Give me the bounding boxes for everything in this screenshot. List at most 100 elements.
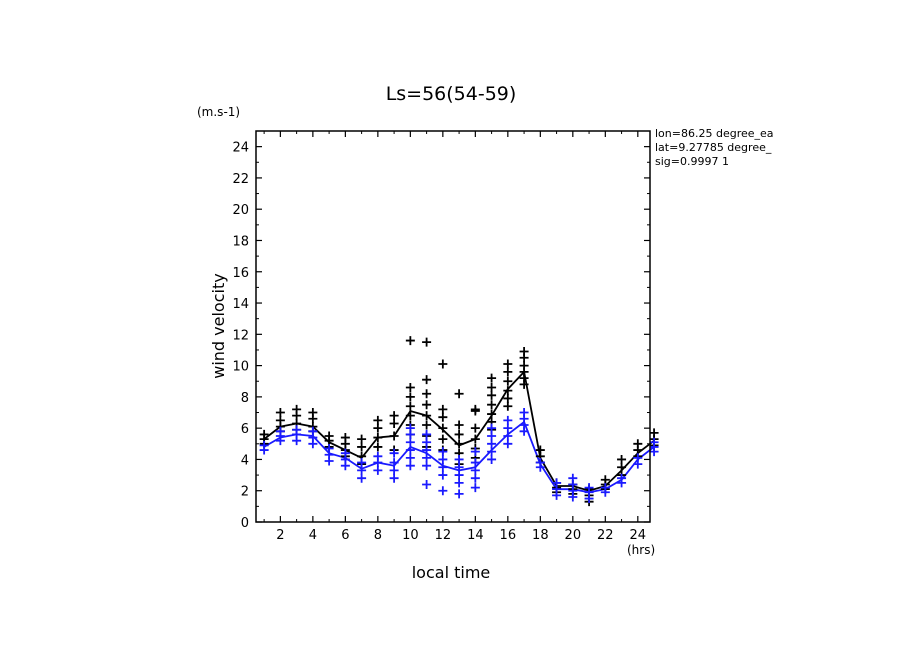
series-1-point <box>438 447 448 457</box>
x-tick-label: 6 <box>341 528 349 543</box>
series-1-point <box>487 439 497 449</box>
series-0-point <box>357 442 367 452</box>
series-1-point <box>275 426 285 436</box>
series-0-point <box>487 400 497 410</box>
x-tick-label: 2 <box>276 528 284 543</box>
series-0-point <box>259 429 269 439</box>
series-1-point <box>308 426 318 436</box>
series-1-point <box>405 437 415 447</box>
series-1-point <box>470 447 480 457</box>
series-0-point <box>389 418 399 428</box>
x-tick-label: 4 <box>309 528 317 543</box>
series-0-point <box>503 386 513 396</box>
series-1-point <box>422 479 432 489</box>
series-0-point <box>470 423 480 433</box>
series-0-point <box>438 359 448 369</box>
series-0-point <box>438 404 448 414</box>
series-1-point <box>584 483 594 493</box>
series-0-point <box>503 393 513 403</box>
series-0-point <box>487 390 497 400</box>
series-0-point <box>357 434 367 444</box>
series-0-point <box>389 431 399 441</box>
series-0-point <box>405 336 415 346</box>
series-0-point <box>454 420 464 430</box>
series-0-point <box>438 434 448 444</box>
series-1-point <box>487 454 497 464</box>
info-sig: sig=0.9997 1 <box>655 155 729 168</box>
x-axis-label: local time <box>412 563 491 582</box>
y-tick-label: 18 <box>232 234 249 249</box>
series-0-point <box>487 382 497 392</box>
y-tick-label: 8 <box>241 391 249 406</box>
series-0-point <box>422 337 432 347</box>
series-1-point <box>389 448 399 458</box>
series-1-point <box>405 461 415 471</box>
series-0-point <box>470 434 480 444</box>
series-0-point <box>405 401 415 411</box>
x-tick-label: 14 <box>467 528 484 543</box>
y-tick-label: 4 <box>241 453 249 468</box>
series-0-point <box>389 411 399 421</box>
x-unit-label: (hrs) <box>627 543 655 557</box>
series-0-point <box>422 400 432 410</box>
y-tick-label: 6 <box>241 422 249 437</box>
series-0-point <box>308 408 318 418</box>
series-0-point <box>373 423 383 433</box>
y-axis-label: wind velocity <box>209 273 228 378</box>
y-tick-label: 0 <box>241 516 249 531</box>
series-0-point <box>503 376 513 386</box>
info-lon: lon=86.25 degree_ea <box>655 127 774 140</box>
y-tick-label: 14 <box>232 297 249 312</box>
series-1-point <box>519 408 529 418</box>
series-1-point <box>422 437 432 447</box>
series-0-point <box>373 442 383 452</box>
y-tick-label: 24 <box>232 141 249 156</box>
series-0-point <box>600 475 610 485</box>
series-1-point <box>454 478 464 488</box>
series-1-point <box>422 453 432 463</box>
y-tick-label: 20 <box>232 203 249 218</box>
series-1-point <box>438 462 448 472</box>
series-1-point <box>373 465 383 475</box>
series-1-point <box>373 451 383 461</box>
series-1-point <box>487 447 497 457</box>
series-1-point <box>438 470 448 480</box>
y-tick-label: 10 <box>232 360 249 375</box>
series-1-point <box>617 473 627 483</box>
series-0-point <box>503 359 513 369</box>
series-0-point <box>519 361 529 371</box>
x-tick-label: 24 <box>630 528 647 543</box>
series-0-point <box>292 404 302 414</box>
series-0-point <box>324 431 334 441</box>
series-1-point <box>649 437 659 447</box>
series-1-point <box>454 470 464 480</box>
series-0-point <box>617 454 627 464</box>
series-1-point <box>503 439 513 449</box>
series-1-point <box>503 431 513 441</box>
series-0-point <box>405 382 415 392</box>
series-1-point <box>552 478 562 488</box>
series-1-point <box>454 489 464 499</box>
series-0-point <box>633 439 643 449</box>
y-tick-label: 16 <box>232 266 249 281</box>
series-1-point <box>454 462 464 472</box>
y-tick-label: 22 <box>232 172 249 187</box>
series-points <box>259 336 659 507</box>
series-1-point <box>422 429 432 439</box>
series-1-point <box>470 473 480 483</box>
series-0-point <box>649 428 659 438</box>
series-1-point <box>487 431 497 441</box>
series-0-point <box>454 389 464 399</box>
series-0-point <box>519 347 529 357</box>
x-tick-label: 12 <box>435 528 452 543</box>
series-0-point <box>405 392 415 402</box>
series-0-point <box>503 367 513 377</box>
series-1-point <box>503 415 513 425</box>
x-tick-label: 20 <box>565 528 582 543</box>
x-tick-label: 10 <box>402 528 419 543</box>
series-1-point <box>503 423 513 433</box>
series-1-point <box>389 465 399 475</box>
series-0-point <box>470 404 480 414</box>
series-1-point <box>389 473 399 483</box>
